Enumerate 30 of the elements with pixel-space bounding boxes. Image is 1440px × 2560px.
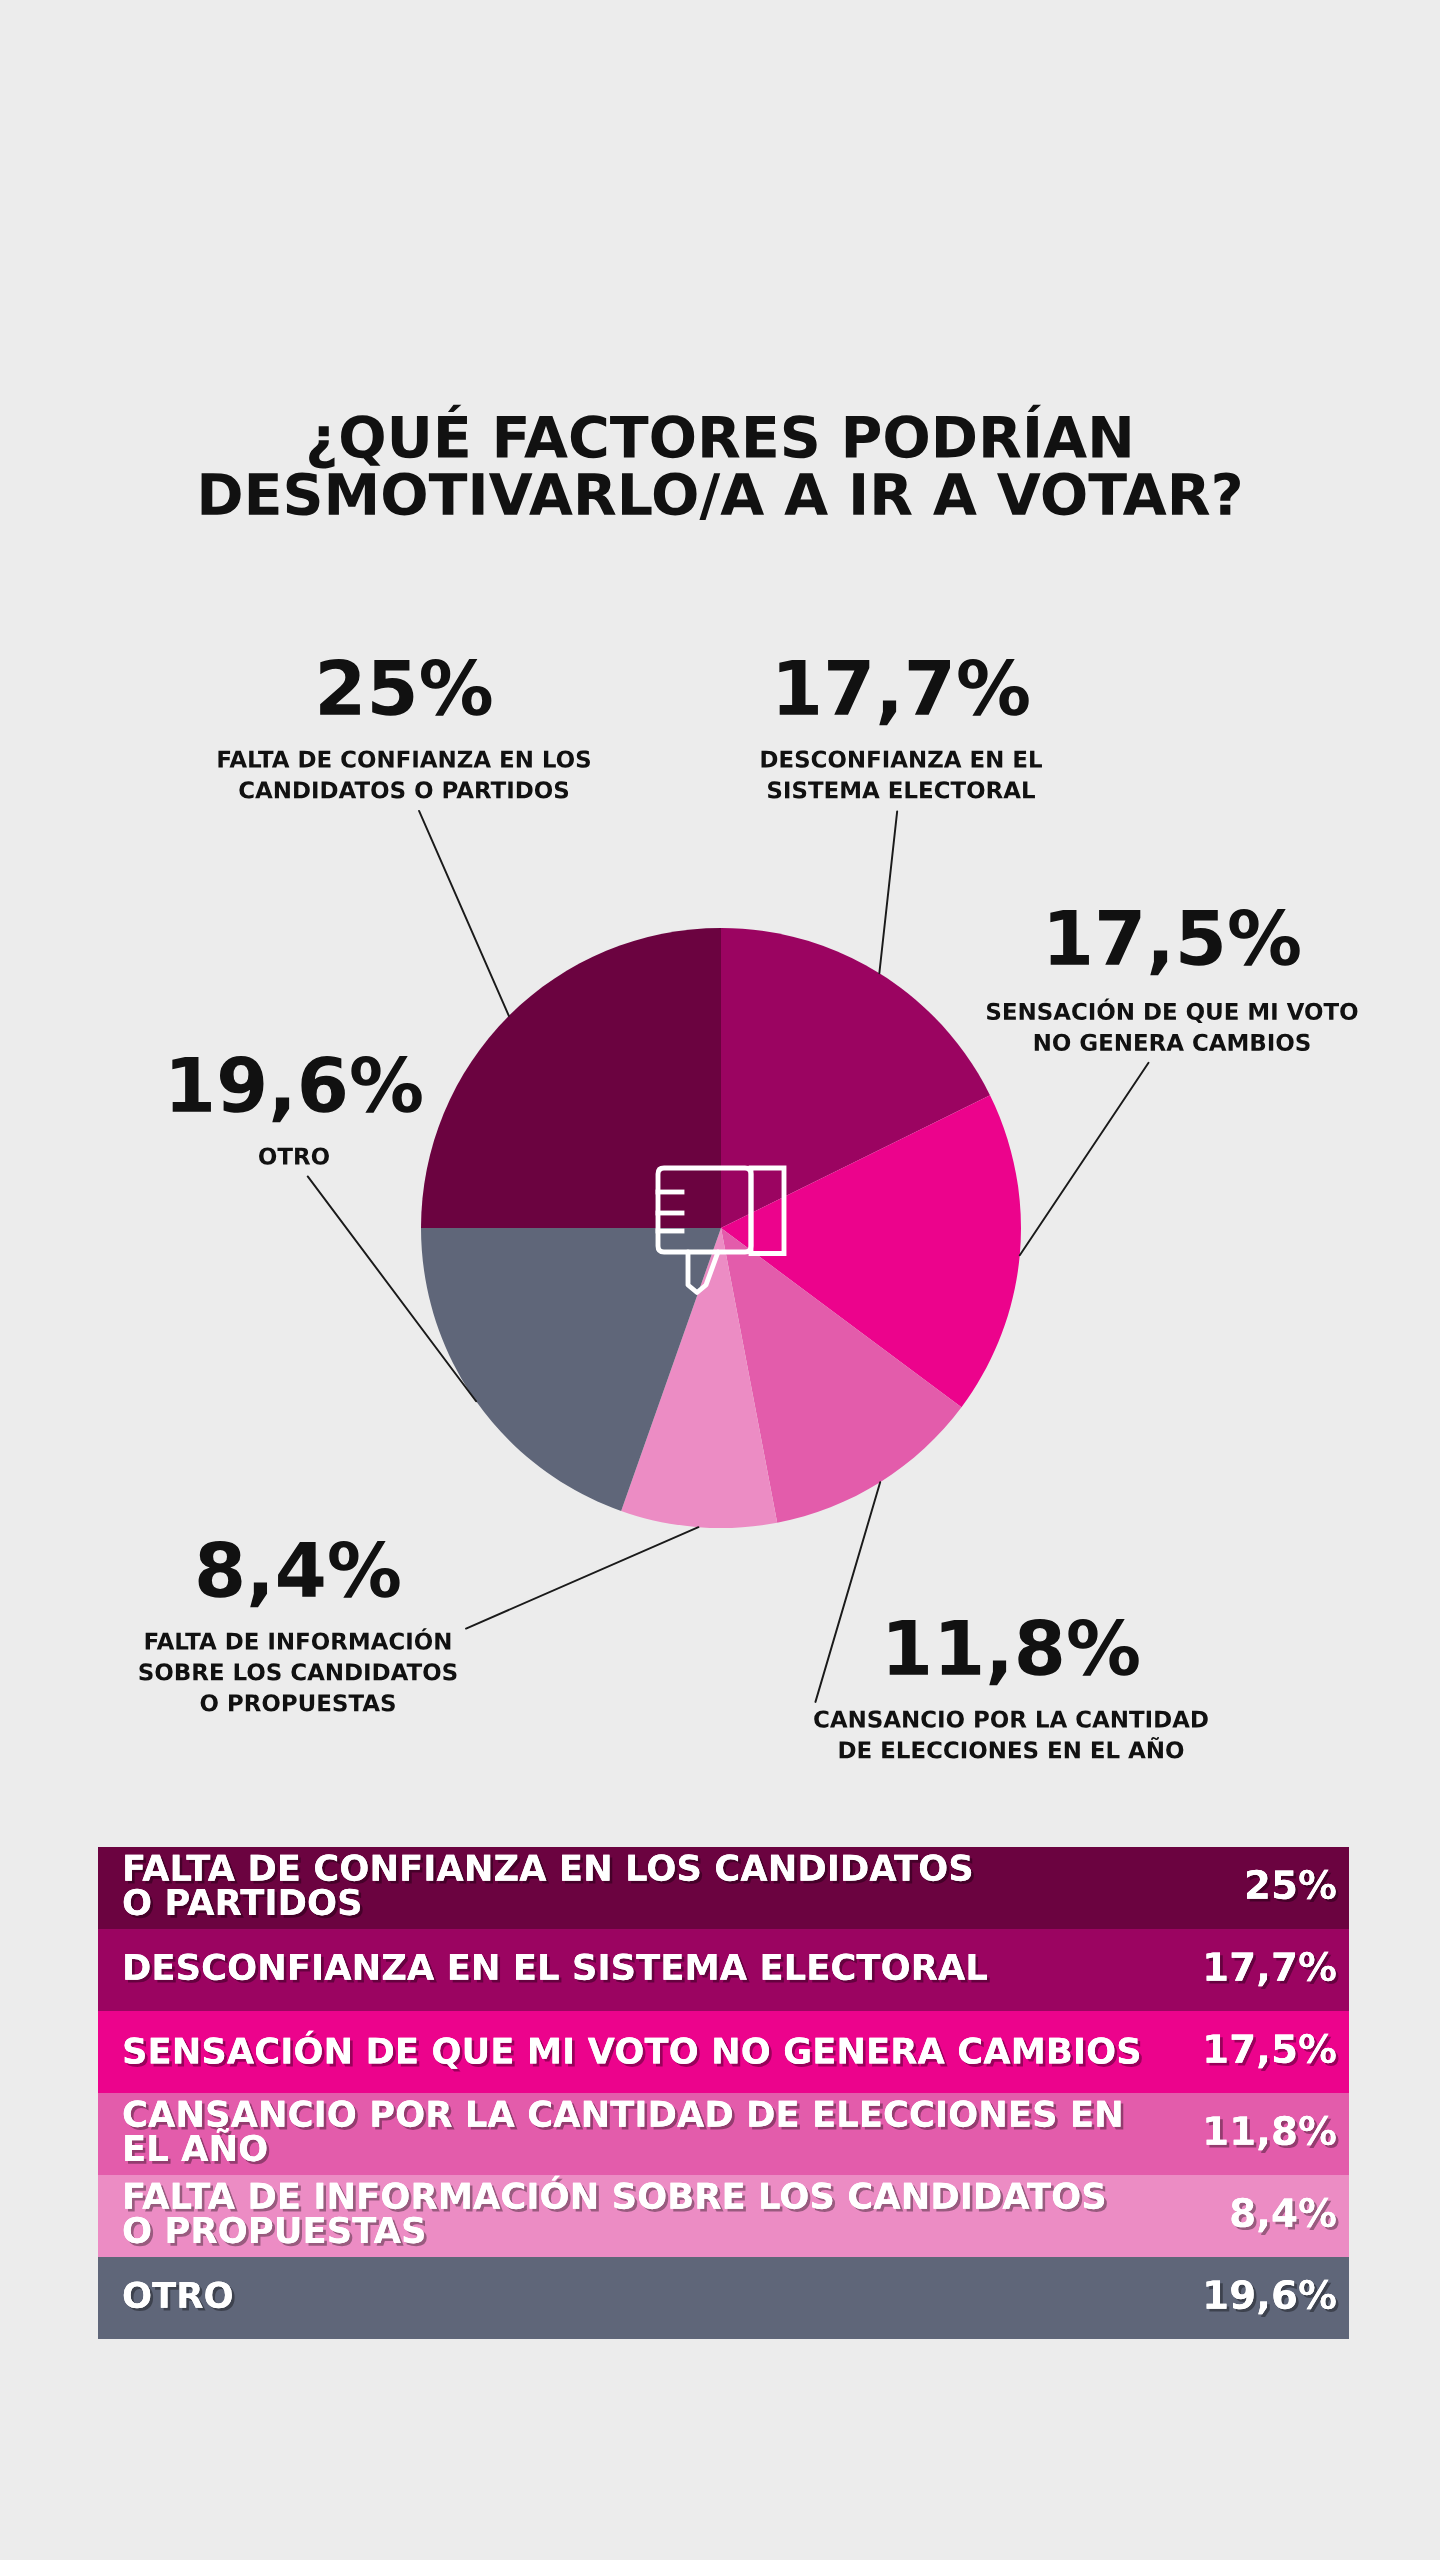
data-label: 19,6% [172, 1056, 422, 1123]
text: 17,7% [1206, 1951, 1336, 1987]
category-label: FALTA DE CONFIANZA EN LOS CANDIDATOS O PARTIDOS [123, 1854, 972, 1916]
slice-label: DESCONFIANZA EN EL SISTEMA ELECTORAL [761, 750, 1042, 799]
pie-slice [721, 1228, 962, 1523]
text: 17,5% [1206, 2033, 1336, 2069]
data-label: 25% [320, 659, 492, 716]
slice-label: SENSACIÓN DE QUE MI VOTO NO GENERA CAMBIOS [987, 998, 1358, 1051]
data-label: 17,7% [779, 659, 1029, 726]
category-label: CANSANCIO POR LA CANTIDAD DE ELECCIONES EN EL AÑO [123, 2100, 1121, 2162]
pie-slice [721, 1095, 1021, 1408]
category-label: FALTA DE INFORMACIÓN SOBRE LOS CANDIDATOS O PROPUESTAS [123, 2175, 1105, 2244]
pie-slice [421, 1228, 721, 1511]
slice-label: CANSANCIO POR LA CANTIDAD DE ELECCIONES EN EL AÑO [814, 1710, 1208, 1759]
text: 25% [1246, 1869, 1336, 1900]
slice-label: OTRO [259, 1147, 329, 1165]
data-label: 8,4% [198, 1541, 400, 1608]
data-label: 11,8% [889, 1619, 1139, 1686]
text: 8,4% [1231, 2197, 1336, 2233]
pie-slice [621, 1228, 778, 1528]
text: 19,6% [1206, 2279, 1336, 2315]
text: 11,8% [1206, 2115, 1336, 2151]
category-label: DESCONFIANZA EN EL SISTEMA ELECTORAL [125, 1953, 987, 1981]
pie-slice [421, 928, 721, 1228]
category-label: OTRO [123, 2281, 232, 2309]
slice-label: FALTA DE INFORMACIÓN SOBRE LOS CANDIDATOS O PROPUESTAS [139, 1628, 457, 1712]
category-label: SENSACIÓN DE QUE MI VOTO NO GENERA CAMBIOS [124, 2030, 1140, 2069]
chart-title: ¿QUÉ FACTORES PODRÍAN DESMOTIVARLO/A A IR A VOTAR? [201, 404, 1240, 521]
slice-label: FALTA DE CONFIANZA EN LOS CANDIDATOS O PARTIDOS [218, 750, 590, 799]
data-label: 17,5% [1050, 909, 1300, 976]
